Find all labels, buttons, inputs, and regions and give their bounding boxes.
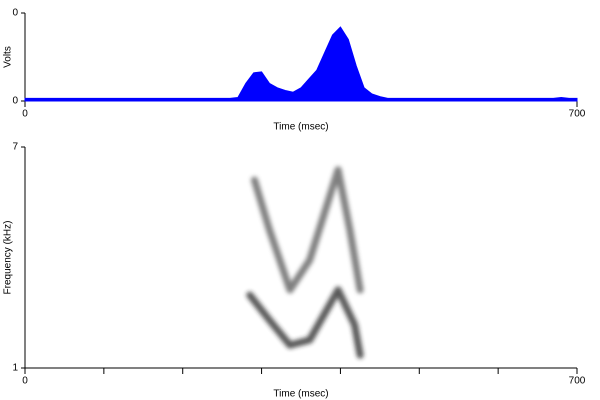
y-tick-label: 7	[12, 142, 18, 153]
x-tick-label: 700	[569, 109, 586, 120]
x-axis-label: Time (msec)	[273, 122, 328, 133]
x-axis-label: Time (msec)	[273, 389, 328, 400]
harmonic-trace	[246, 286, 364, 359]
harmonic-trace	[250, 166, 364, 294]
waveform-area	[24, 26, 578, 102]
y-tick-label: 0	[12, 8, 18, 19]
x-tick-label: 700	[569, 376, 586, 387]
x-tick-label: 0	[22, 109, 28, 120]
x-tick-label: 0	[22, 376, 28, 387]
y-tick-label: 1	[12, 363, 18, 374]
y-tick-label: 0	[12, 96, 18, 107]
y-axis-label: Frequency (kHz)	[3, 221, 14, 295]
y-axis-label: Volts	[3, 46, 14, 68]
